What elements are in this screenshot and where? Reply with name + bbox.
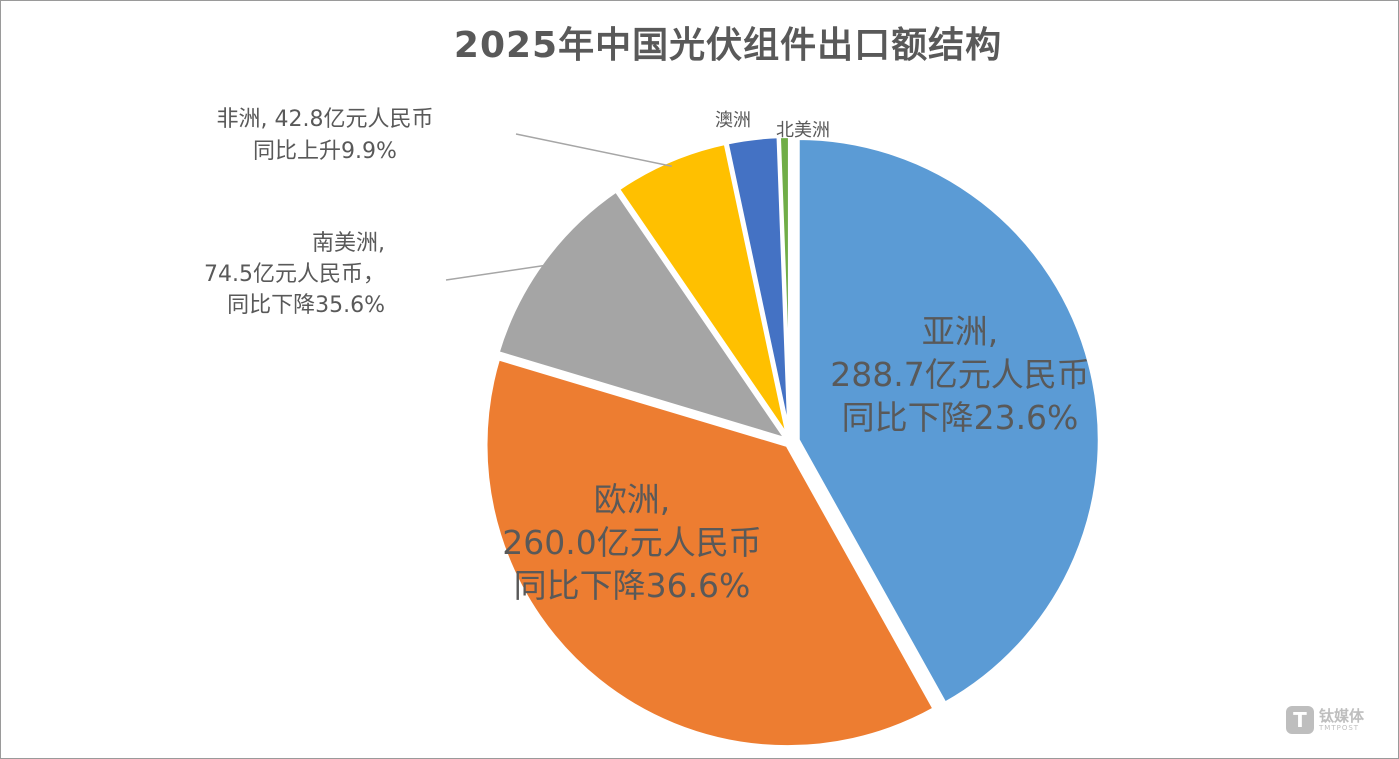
tmtpost-logo-icon: T [1286,706,1314,734]
slice-label-asia: 亚洲, 288.7亿元人民币 同比下降23.6% [830,312,1090,437]
slice-label-oceania: 澳洲 [715,110,751,131]
slice-label-europe: 欧洲, 260.0亿元人民币 同比下降36.6% [502,480,762,605]
leader-line-south-america [445,264,548,281]
pie-slice-europe [483,356,937,750]
pie-slice-south-america [495,188,789,442]
leader-line-africa [515,133,672,167]
watermark-name-cn: 钛媒体 [1319,706,1365,725]
watermark-name-en: TMTPOST [1319,723,1360,732]
pie-slice-africa [615,140,791,441]
pie-slice-north-america [776,134,792,441]
chart-title: 2025年中国光伏组件出口额结构 [453,25,1003,66]
slice-label-north-america: 北美洲 [776,120,830,141]
tmtpost-watermark: T 钛媒体 TMTPOST [1286,706,1364,734]
slice-label-africa: 非洲, 42.8亿元人民币 同比上升9.9% [216,107,434,164]
slice-label-south-america: 南美洲, 74.5亿元人民币， 同比下降35.6% [204,231,385,318]
pie-slice-asia [795,135,1102,706]
